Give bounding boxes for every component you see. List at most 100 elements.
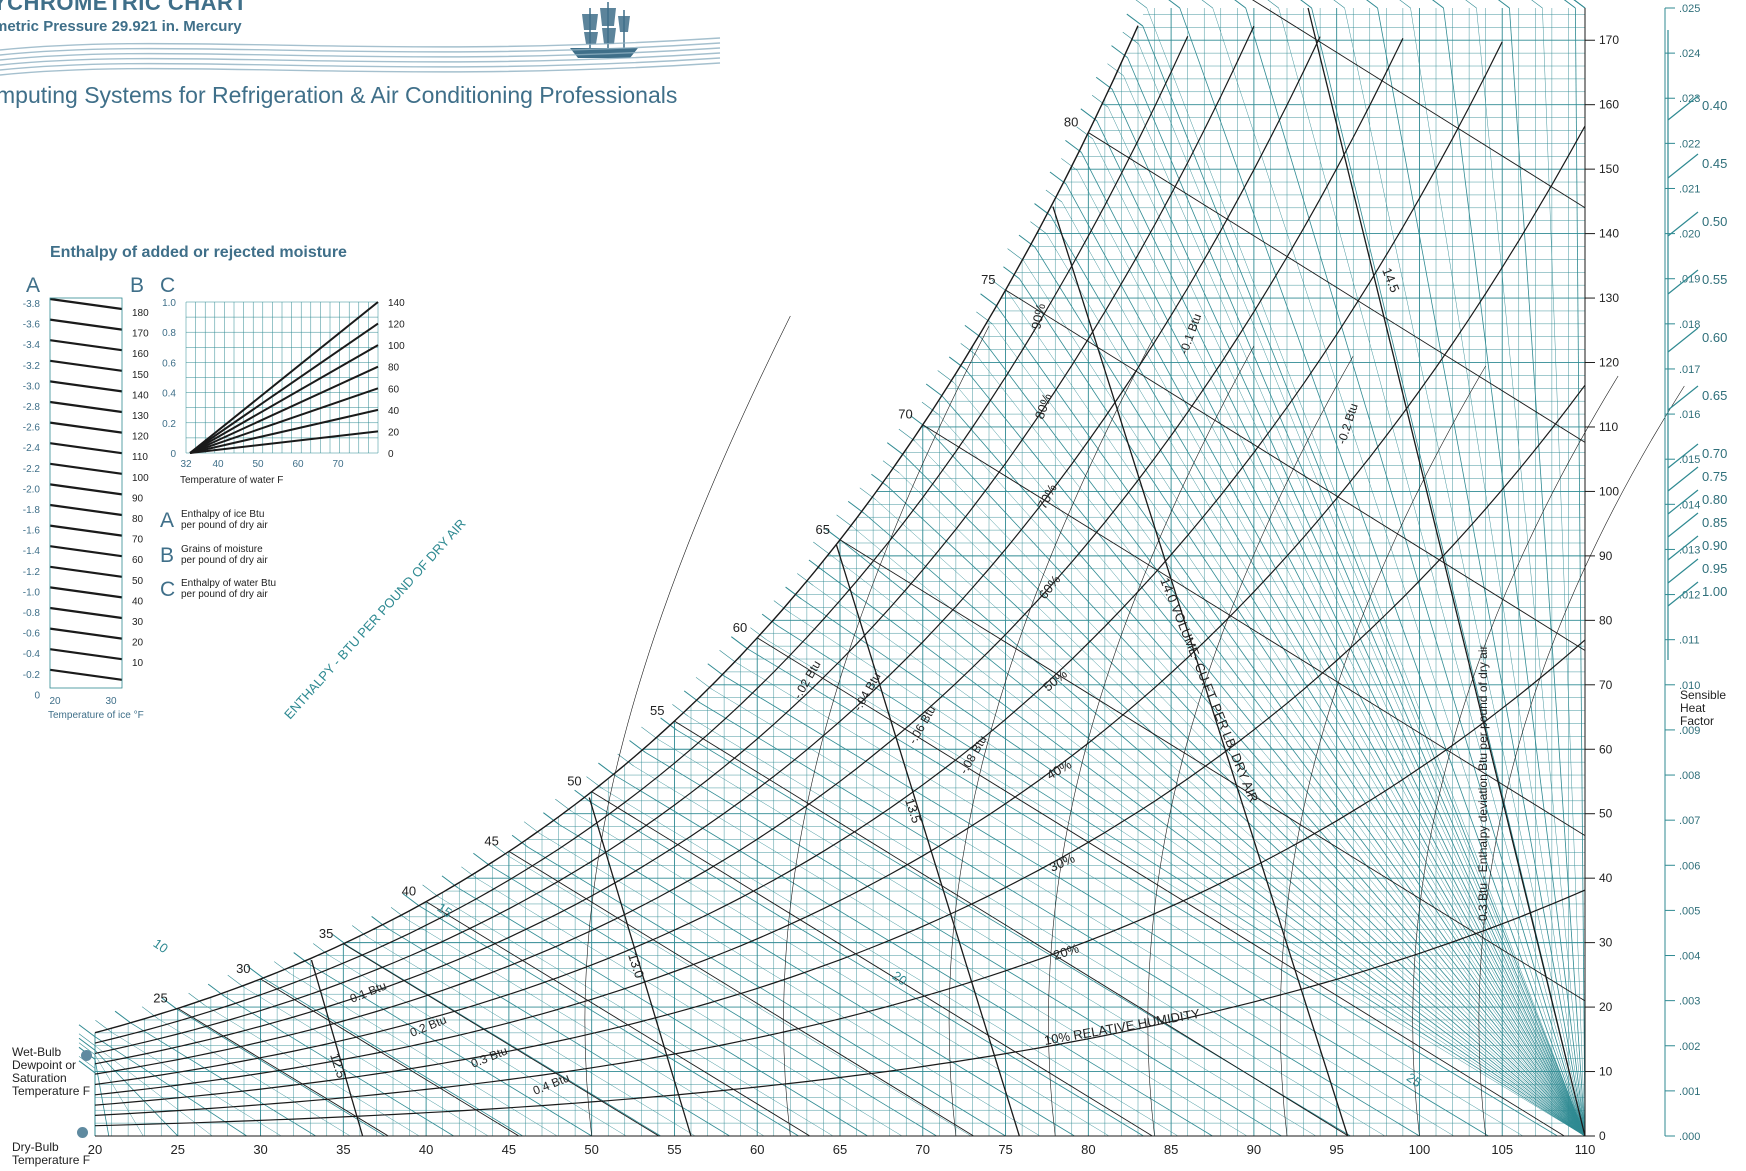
enthalpy-scale-tick (964, 324, 982, 338)
inset-ice-tick: 20 (49, 696, 61, 707)
inset-title: Enthalpy of added or rejected moisture (50, 244, 347, 261)
inset-b-tick: 30 (132, 617, 144, 628)
inset-b-tick: 130 (132, 411, 149, 422)
enthalpy-line (1443, 7, 1586, 1137)
enthalpy-line (94, 1049, 179, 1137)
rh-label: 20% (1051, 940, 1081, 962)
x-tick-label: 20 (88, 1142, 102, 1157)
enthalpy-scale-tick (293, 952, 311, 965)
inset-b-tick: 150 (132, 370, 149, 381)
enthalpy-line (1146, 7, 1586, 1137)
inset-water-tick: 32 (180, 459, 192, 470)
wetbulb-legend-label: Wet-Bulb Dewpoint or Saturation Temperat… (12, 1045, 91, 1098)
enthalpy-line (766, 639, 1586, 1137)
enthalpy-scale-tick (188, 992, 205, 1006)
inset-c-tick: 0 (170, 449, 176, 460)
inset-ladder-line (49, 380, 123, 393)
inset-c-line (189, 365, 379, 454)
enthalpy-scale-tick (141, 1006, 159, 1019)
enthalpy-line (1138, 44, 1586, 1137)
volume-line (1052, 206, 1349, 1137)
inset-b-tick: 170 (132, 329, 149, 340)
shf-tick (1667, 269, 1699, 295)
inset-c-right-tick: 120 (388, 320, 405, 331)
rh-curve-10 (94, 889, 1586, 1127)
inset-ladder-line (49, 524, 123, 537)
enthalpy-line (94, 1059, 110, 1137)
x-tick-label: 70 (916, 1142, 930, 1157)
enthalpy-scale-tick (574, 789, 591, 803)
enthalpy-line (1542, 7, 1586, 1137)
enthalpy-line (1410, 7, 1586, 1137)
enthalpy-scale-tick (1497, 0, 1510, 9)
ratio-tick-label: .016 (1679, 409, 1700, 421)
title-block: YCHROMETRIC CHART metric Pressure 29.921… (0, 0, 720, 110)
enthalpy-line (1212, 7, 1586, 1137)
enthalpy-scale-tick (1465, 0, 1477, 9)
enthalpy-line (852, 526, 1586, 1137)
deviation-curve (783, 325, 990, 1137)
x-tick-label: 55 (667, 1142, 681, 1157)
ratio-tick-label: .011 (1679, 635, 1700, 647)
inset-a-tick: -3.0 (23, 381, 41, 392)
inset-a-tick: -1.4 (23, 546, 41, 557)
ratio-tick-label: .001 (1679, 1086, 1700, 1098)
inset-water-tick: 60 (292, 459, 304, 470)
shf-tick (1667, 385, 1699, 411)
enthalpy-line (1050, 215, 1586, 1137)
rh-label: 90% (1028, 302, 1048, 331)
enthalpy-line (130, 1022, 316, 1137)
volume-label: 14.5 (1379, 266, 1402, 295)
enthalpy-line (688, 716, 1386, 1137)
volume-label: 13.5 (902, 796, 924, 825)
enthalpy-line (1111, 89, 1586, 1137)
enthalpy-scale-tick (797, 573, 814, 586)
enthalpy-scale-tick (1234, 0, 1247, 9)
enthalpy-scale-tick (1122, 31, 1139, 45)
inset-water-tick: 40 (212, 459, 224, 470)
wetbulb-line (1252, 0, 1586, 209)
inset-a-tick: -1.8 (23, 505, 41, 516)
enthalpy-scale-tick (898, 428, 916, 442)
inset-water-tick: 50 (252, 459, 264, 470)
enthalpy-scale-tick (1432, 0, 1444, 9)
enthalpy-scale-tick (78, 1060, 96, 1074)
shf-tick-label: 0.75 (1702, 469, 1727, 484)
saturation-label: 45 (484, 833, 498, 848)
inset-c-line (189, 430, 379, 454)
enthalpy-scale-tick (836, 514, 853, 528)
enthalpy-scale-tick (543, 812, 560, 826)
inset-ladder-frame (49, 297, 123, 689)
inset-c-right-tick: 40 (388, 406, 400, 417)
inset-c-tick: 1.0 (162, 298, 176, 309)
x-tick-label: 100 (1409, 1142, 1431, 1157)
ratio-tick-label: .024 (1679, 48, 1700, 60)
enthalpy-scale-tick (921, 401, 939, 415)
enthalpy-scale-tick (785, 586, 802, 600)
enthalpy-scale-tick (313, 943, 330, 956)
enthalpy-scale-tick (750, 627, 767, 640)
enthalpy-line (177, 1009, 385, 1137)
enthalpy-line (937, 413, 1586, 1137)
inset-a-tick: -0.8 (23, 608, 41, 619)
x-tick-label: 25 (171, 1142, 185, 1157)
deviation-curve (1478, 385, 1685, 1137)
inset-c-line (189, 387, 379, 454)
rh-curve-40 (94, 125, 1586, 1096)
inset-a-tick: -1.2 (23, 567, 41, 578)
inset-a-tick: -1.0 (23, 587, 41, 598)
inset-c-right-tick: 100 (388, 341, 405, 352)
inset-ladder-line (49, 339, 123, 352)
enthalpy-scale-tick (161, 997, 178, 1011)
inset-a-tick: -2.4 (23, 443, 41, 454)
enthalpy-scale-tick (511, 834, 529, 848)
enthalpy-line (94, 1054, 144, 1137)
shf-tick-label: 0.90 (1702, 538, 1727, 553)
enthalpy-scale-tick (808, 559, 826, 573)
banner-waves (0, 37, 721, 76)
inset-c-right-tick: 60 (388, 384, 400, 395)
shf-tick-label: 1.00 (1702, 584, 1727, 599)
deviation-label: -.04 Btu (850, 670, 883, 713)
enthalpy-scale-tick (352, 925, 369, 938)
enthalpy-scale-tick (813, 541, 830, 555)
